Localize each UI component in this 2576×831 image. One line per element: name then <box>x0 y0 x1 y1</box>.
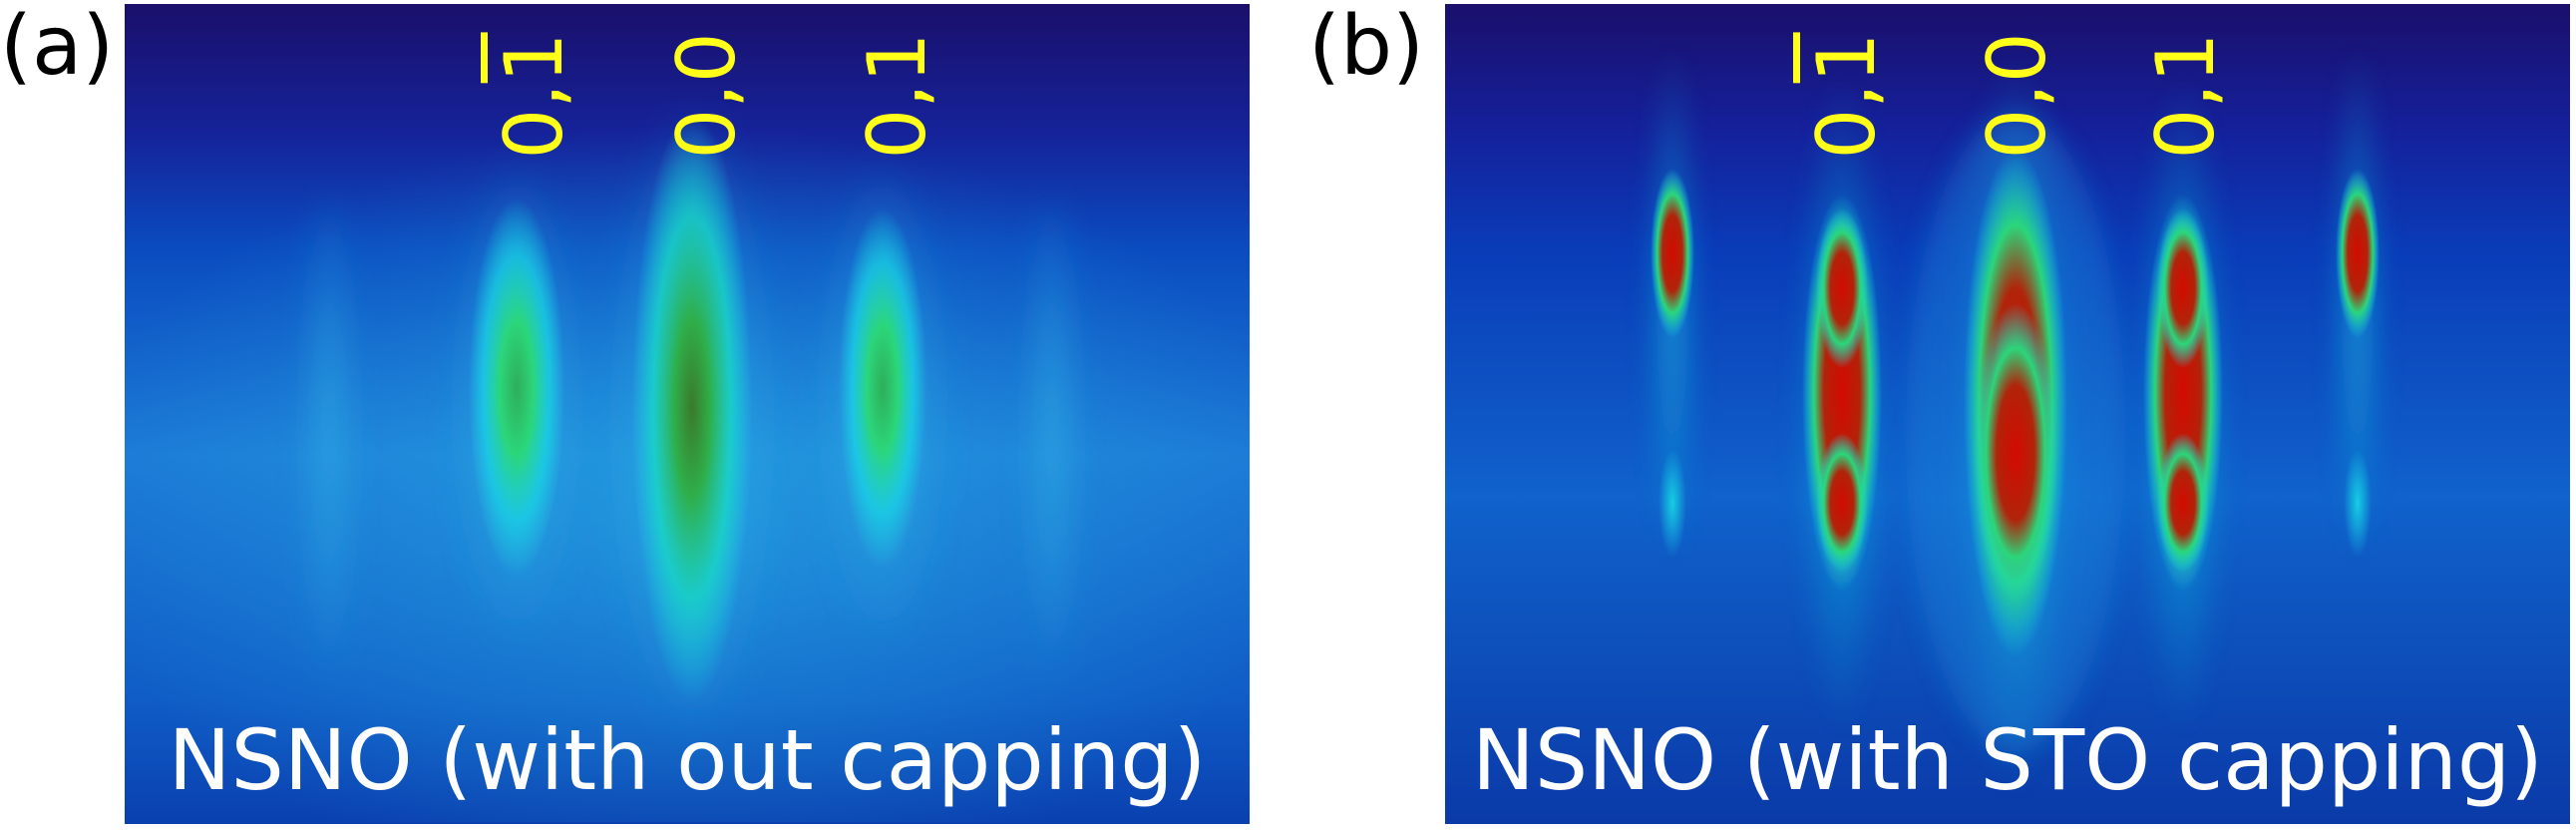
panel-letter-b: (b) <box>1308 0 1425 94</box>
index-label-0-1bar-b: 0,1 <box>1800 32 1893 160</box>
panel-letter-a: (a) <box>0 0 115 94</box>
index-label-0-0-b: 0,0 <box>1971 32 2063 160</box>
rheed-image-b <box>1445 4 2570 824</box>
index-label-0-1bar: 0,1 <box>488 32 580 160</box>
index-label-0-1-b: 0,1 <box>2139 32 2232 160</box>
index-label-0-0: 0,0 <box>660 32 753 160</box>
rheed-image-a <box>125 4 1250 824</box>
caption-a: NSNO (with out capping) <box>168 711 1207 809</box>
caption-b: NSNO (with STO capping) <box>1472 711 2543 809</box>
rheed-pattern-b: 0,1 0,0 0,1 NSNO (with STO capping) <box>1445 4 2570 824</box>
index-label-0-1: 0,1 <box>851 32 943 160</box>
rheed-pattern-a: 0,1 0,0 0,1 NSNO (with out capping) <box>125 4 1250 824</box>
